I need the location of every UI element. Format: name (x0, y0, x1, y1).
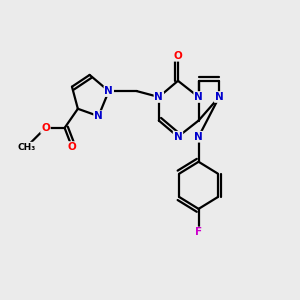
Text: F: F (195, 227, 202, 237)
Text: N: N (174, 132, 182, 142)
Text: N: N (104, 86, 113, 96)
Text: O: O (174, 51, 182, 61)
Text: N: N (154, 92, 163, 102)
Text: CH₃: CH₃ (17, 142, 35, 152)
Text: O: O (41, 123, 50, 133)
Text: N: N (194, 92, 203, 102)
Text: N: N (194, 132, 203, 142)
Text: N: N (215, 92, 224, 102)
Text: O: O (68, 142, 76, 152)
Text: N: N (94, 111, 103, 121)
